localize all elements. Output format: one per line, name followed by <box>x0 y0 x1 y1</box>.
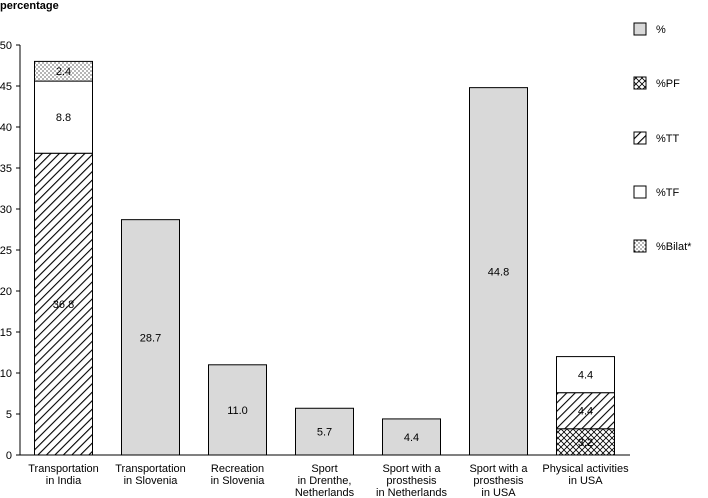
bar-segment <box>34 80 93 154</box>
y-tick-label: 35 <box>0 163 12 175</box>
bar-value-label: 4.4 <box>578 406 593 418</box>
bar-segment <box>469 87 528 456</box>
bar-value-label: 2.4 <box>56 66 71 78</box>
bar-segment <box>295 407 354 456</box>
x-category-label: in India <box>46 475 82 487</box>
bar-segment <box>556 392 615 430</box>
legend-swatch <box>633 22 647 36</box>
legend-label: %TF <box>656 187 680 199</box>
bar-value-label: 5.7 <box>317 427 332 439</box>
x-category-label: prosthesis <box>473 475 524 487</box>
y-tick-label: 10 <box>0 368 12 380</box>
bars <box>34 60 615 456</box>
bar-segment <box>34 152 93 456</box>
data-labels: 36.8 8.8 2.4 28.7 11.0 5.7 4.4 44.8 3.2 4.4 4.4 <box>53 66 593 449</box>
x-category-label: Transportation <box>115 463 186 475</box>
y-tick-label: 45 <box>0 81 12 93</box>
y-tick-label: 50 <box>0 40 12 52</box>
x-category-label: in Netherlands <box>376 487 447 498</box>
x-category-label: prosthesis <box>386 475 437 487</box>
x-category-label: in Slovenia <box>211 475 266 487</box>
legend-swatch <box>633 185 647 199</box>
x-category-label: Sport with a <box>469 463 528 475</box>
bar-value-label: 44.8 <box>488 266 509 278</box>
x-category-label: Recreation <box>211 463 264 475</box>
bar-segment <box>382 418 441 456</box>
bar-value-label: 4.4 <box>404 432 419 444</box>
y-tick-label: 15 <box>0 327 12 339</box>
legend-label: %TT <box>656 133 680 145</box>
y-tick-label: 30 <box>0 204 12 216</box>
x-category-label: Netherlands <box>295 487 355 498</box>
y-ticks: 0 5 10 15 20 25 30 35 40 45 50 <box>0 40 20 462</box>
bar-segment <box>556 356 615 394</box>
legend-label: %Bilat* <box>656 241 692 253</box>
legend-swatch <box>633 131 647 145</box>
bar-value-label: 8.8 <box>56 112 71 124</box>
bar-segment <box>208 364 267 456</box>
y-tick-label: 20 <box>0 286 12 298</box>
legend: % %PF %TT %TF %Bilat* <box>633 22 692 253</box>
x-category-label: in Drenthe, <box>298 475 352 487</box>
x-category-label: in USA <box>568 475 603 487</box>
y-axis-label: percentage <box>0 0 59 12</box>
bar-value-label: 4.4 <box>578 370 593 382</box>
x-category-label: in USA <box>481 487 516 498</box>
bar-segment <box>121 219 180 456</box>
legend-label: %PF <box>656 78 680 90</box>
bar-segment <box>556 428 615 456</box>
y-tick-label: 5 <box>6 409 12 421</box>
x-category-label: Physical activities <box>542 463 629 475</box>
x-category-label: Sport with a <box>382 463 441 475</box>
x-category-label: Sport <box>311 463 337 475</box>
bar-value-label: 3.2 <box>578 437 593 449</box>
y-tick-label: 40 <box>0 122 12 134</box>
bar-value-label: 36.8 <box>53 299 74 311</box>
bar-value-label: 28.7 <box>140 332 161 344</box>
y-tick-label: 25 <box>0 245 12 257</box>
bar-segment <box>34 60 93 82</box>
y-tick-label: 0 <box>6 450 12 462</box>
legend-swatch <box>633 239 647 253</box>
bar-value-label: 11.0 <box>227 405 248 417</box>
legend-label: % <box>656 24 666 36</box>
legend-swatch <box>633 76 647 90</box>
x-category-label: in Slovenia <box>124 475 179 487</box>
x-category-label: Transportation <box>28 463 99 475</box>
